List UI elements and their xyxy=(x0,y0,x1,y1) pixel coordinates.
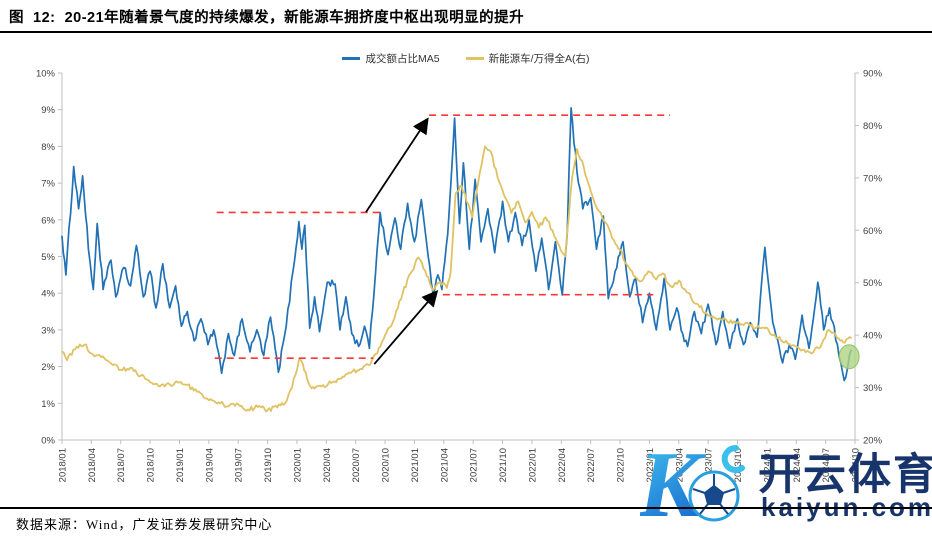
legend-label: 新能源车/万得全A(右) xyxy=(488,53,590,65)
y-axis-right-label: 50% xyxy=(863,278,883,289)
turnover-share-ma5-line xyxy=(61,107,852,382)
y-axis-left-label: 2% xyxy=(41,362,55,373)
x-axis-label: 2022/01 xyxy=(527,448,538,482)
y-axis-left-label: 6% xyxy=(41,215,55,226)
x-axis-label: 2020/10 xyxy=(381,448,392,482)
y-axis-right-label: 20% xyxy=(863,436,883,447)
legend-swatch-yellow xyxy=(465,57,484,60)
x-axis-label: 2019/07 xyxy=(234,448,245,482)
x-axis-label: 2023/10 xyxy=(733,448,744,482)
y-axis-right-label: 30% xyxy=(863,383,883,394)
x-axis-label: 2023/07 xyxy=(704,448,715,482)
x-axis-label: 2018/10 xyxy=(146,448,157,482)
y-axis-left-label: 10% xyxy=(36,69,56,80)
y-axis-left-label: 5% xyxy=(41,252,55,263)
x-axis-label: 2023/01 xyxy=(645,448,656,482)
x-axis-label: 2022/07 xyxy=(586,448,597,482)
legend-swatch-blue xyxy=(342,57,361,60)
y-axis-left-label: 3% xyxy=(41,325,55,336)
y-axis-right-label: 90% xyxy=(863,69,883,80)
x-axis-label: 2024/01 xyxy=(762,448,773,482)
x-axis-label: 2019/04 xyxy=(204,448,215,482)
legend-item-turnover: 成交额占比MA5 xyxy=(342,51,440,66)
y-axis-right-label: 40% xyxy=(863,331,883,342)
x-axis-label: 2020/04 xyxy=(322,448,333,482)
y-axis-right-label: 60% xyxy=(863,226,883,237)
x-axis-label: 2024/10 xyxy=(851,448,862,482)
title-divider xyxy=(0,31,932,33)
shift-arrow xyxy=(373,290,439,365)
y-axis-left-label: 7% xyxy=(41,179,55,190)
data-source-note: 数据来源：Wind，广发证券发展研究中心 xyxy=(16,517,273,532)
nev-ratio-line xyxy=(61,145,852,413)
x-axis-label: 2020/01 xyxy=(292,448,303,482)
x-axis-label: 2018/01 xyxy=(58,448,69,482)
x-axis-label: 2019/10 xyxy=(263,448,274,482)
x-axis-label: 2022/10 xyxy=(616,448,627,482)
legend-label: 成交额占比MA5 xyxy=(365,53,440,65)
endpoint-highlight-ellipse xyxy=(838,344,860,370)
y-axis-left-label: 1% xyxy=(41,399,55,410)
x-axis-label: 2020/07 xyxy=(351,448,362,482)
chart-legend: 成交额占比MA5 新能源车/万得全A(右) xyxy=(0,51,932,66)
figure-title: 图 12: 20-21年随着景气度的持续爆发，新能源车拥挤度中枢出现明显的提升 xyxy=(9,10,525,26)
x-axis-label: 2018/07 xyxy=(116,448,127,482)
x-axis-label: 2024/07 xyxy=(821,448,832,482)
x-axis-label: 2021/10 xyxy=(498,448,509,482)
x-axis-label: 2024/04 xyxy=(792,448,803,482)
x-axis-label: 2023/04 xyxy=(674,448,685,482)
y-axis-right-label: 80% xyxy=(863,121,883,132)
shift-arrow xyxy=(365,117,429,213)
y-axis-left-label: 8% xyxy=(41,142,55,153)
legend-item-nev: 新能源车/万得全A(右) xyxy=(465,51,590,66)
x-axis-label: 2021/07 xyxy=(469,448,480,482)
y-axis-right-label: 70% xyxy=(863,173,883,184)
footer-divider xyxy=(0,507,932,509)
y-axis-left-label: 4% xyxy=(41,289,55,300)
x-axis-label: 2021/04 xyxy=(439,448,450,482)
x-axis-label: 2019/01 xyxy=(175,448,186,482)
x-axis-label: 2022/04 xyxy=(557,448,568,482)
x-axis-label: 2021/01 xyxy=(410,448,421,482)
y-axis-left-label: 9% xyxy=(41,105,55,116)
y-axis-left-label: 0% xyxy=(41,436,55,447)
x-axis-label: 2018/04 xyxy=(87,448,98,482)
